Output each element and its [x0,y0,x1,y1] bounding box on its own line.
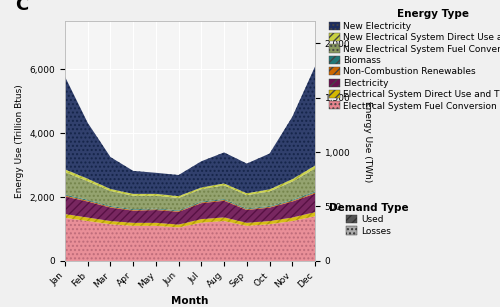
Y-axis label: Energy Use (TWh): Energy Use (TWh) [363,101,372,182]
Text: C: C [15,0,28,14]
Legend: New Electricity, New Electrical System Direct Use and T&D, New Electrical System: New Electricity, New Electrical System D… [327,8,500,112]
Legend: Used, Losses: Used, Losses [327,201,410,237]
Y-axis label: Energy Use (Trillion Btus): Energy Use (Trillion Btus) [15,84,24,198]
X-axis label: Month: Month [172,296,208,306]
